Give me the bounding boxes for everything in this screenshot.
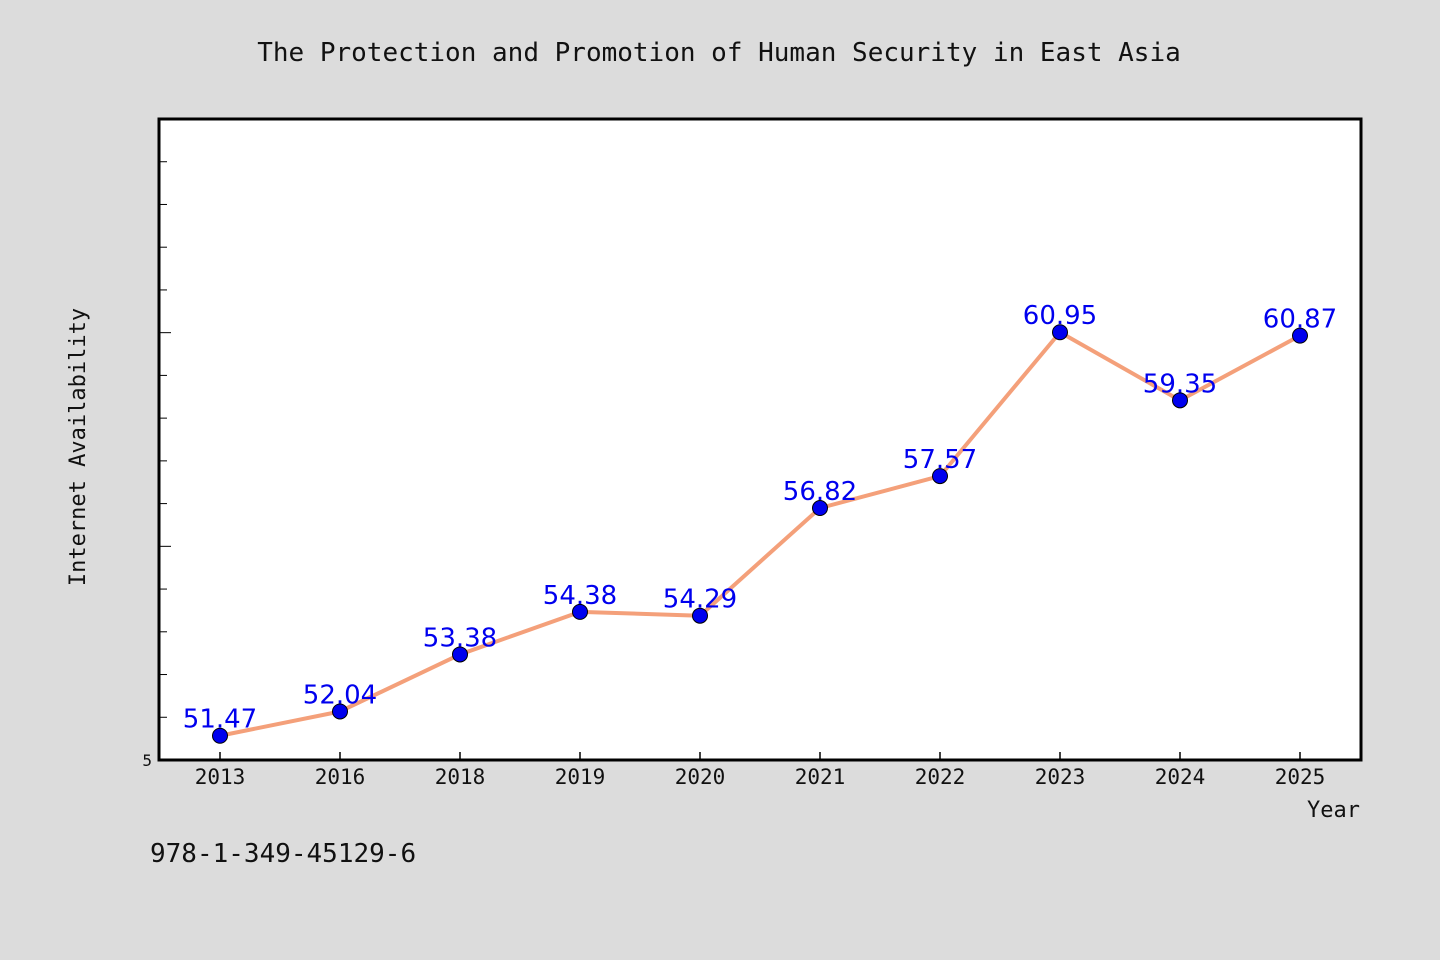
data-label: 56.82 bbox=[783, 477, 857, 507]
x-tick-label: 2022 bbox=[915, 765, 966, 789]
x-tick-label: 2016 bbox=[315, 765, 366, 789]
data-point bbox=[812, 500, 828, 517]
data-label: 53.38 bbox=[423, 623, 497, 653]
chart-title: The Protection and Promotion of Human Se… bbox=[257, 38, 1181, 68]
plot-frame bbox=[157, 117, 1363, 762]
data-point bbox=[1052, 324, 1068, 341]
data-label: 51.47 bbox=[183, 705, 257, 735]
x-axis-label: Year bbox=[1307, 798, 1360, 823]
x-tick-label: 2013 bbox=[195, 765, 246, 789]
data-label: 54.38 bbox=[543, 581, 617, 611]
x-tick-label: 2024 bbox=[1155, 765, 1206, 789]
data-label: 57.57 bbox=[903, 445, 977, 475]
data-label: 60.87 bbox=[1263, 305, 1337, 335]
data-point bbox=[1172, 392, 1188, 409]
data-point bbox=[452, 646, 468, 663]
data-label: 60.95 bbox=[1023, 301, 1097, 331]
data-point bbox=[332, 703, 348, 720]
plot-area bbox=[159, 119, 1361, 760]
x-tick-label: 2025 bbox=[1275, 765, 1326, 789]
data-point bbox=[212, 727, 228, 744]
x-tick-label: 2023 bbox=[1035, 765, 1086, 789]
data-label: 52.04 bbox=[303, 680, 377, 710]
x-tick-label: 2019 bbox=[555, 765, 606, 789]
x-axis-ticks: 2013 2016 2018 2019 2020 2021 2022 2023 2024 2025 bbox=[195, 752, 1326, 789]
y-axis-label: Internet Availability bbox=[66, 308, 91, 586]
x-tick-label: 2021 bbox=[795, 765, 846, 789]
data-point bbox=[572, 603, 588, 620]
series-layer: 51.47 52.04 53.38 54.38 54.29 56.82 57.57 60.95… bbox=[183, 301, 1337, 744]
data-point bbox=[692, 607, 708, 624]
x-tick-label: 2018 bbox=[435, 765, 486, 789]
x-tick-label: 2020 bbox=[675, 765, 726, 789]
series-line bbox=[219, 330, 1301, 738]
data-label: 59.35 bbox=[1143, 369, 1217, 399]
data-point bbox=[1292, 327, 1308, 344]
isbn-text: 978-1-349-45129-6 bbox=[150, 839, 416, 869]
data-label: 54.29 bbox=[663, 585, 737, 615]
y-tick-label: 5 bbox=[142, 751, 152, 770]
data-point bbox=[932, 468, 948, 485]
